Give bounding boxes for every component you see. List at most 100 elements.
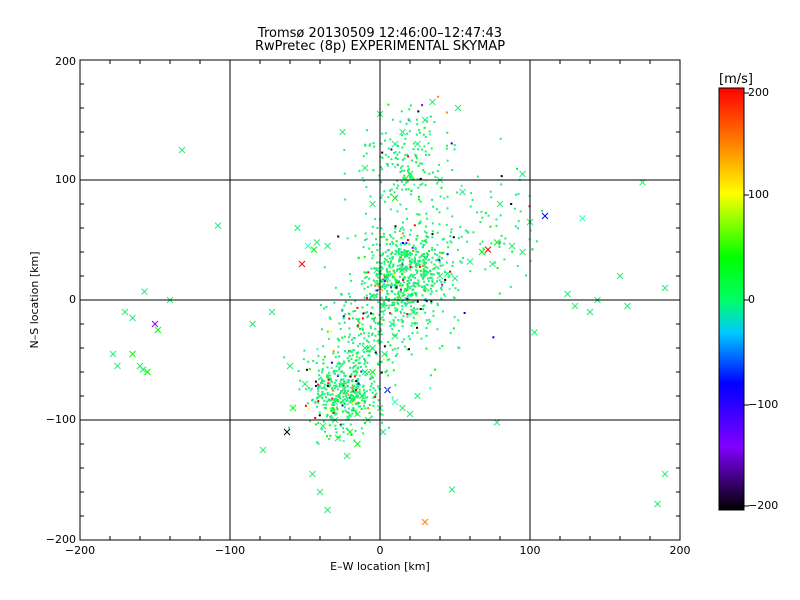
data-point-dot	[380, 236, 383, 238]
data-point-dot	[369, 325, 372, 328]
data-point-dot	[386, 292, 389, 295]
data-point-cross	[429, 98, 436, 106]
data-point-dot	[423, 263, 426, 266]
data-point-dot	[352, 407, 355, 410]
data-point-dot	[440, 287, 442, 290]
data-point-dot	[344, 313, 347, 316]
data-point-dot	[364, 276, 367, 279]
data-point-cross	[489, 260, 496, 268]
data-point-dot	[380, 273, 383, 275]
data-point-dot	[410, 253, 413, 256]
data-point-dot	[361, 327, 364, 330]
data-point-dot	[358, 388, 361, 391]
data-point-dot	[323, 406, 326, 409]
data-point-dot	[362, 432, 365, 435]
data-point-dot	[402, 315, 405, 318]
data-point-dot	[361, 396, 364, 399]
data-point-dot	[396, 158, 399, 160]
data-point-dot	[401, 188, 404, 191]
data-point-dot	[436, 259, 439, 262]
data-point-dot	[348, 350, 351, 353]
data-point-dot	[396, 163, 399, 166]
data-point-dot	[439, 195, 442, 198]
data-point-dot	[457, 289, 460, 292]
data-point-dot	[358, 390, 361, 393]
data-point-dot	[407, 155, 410, 158]
data-point-dot	[394, 309, 397, 312]
data-point-dot	[376, 340, 379, 343]
data-point-dot	[387, 307, 390, 309]
data-point-dot	[346, 352, 349, 355]
data-point-dot	[422, 308, 425, 311]
data-point-dot	[347, 340, 350, 343]
data-point-dot	[363, 357, 365, 360]
data-point-dot	[405, 290, 407, 293]
data-point-dot	[429, 115, 432, 118]
data-point-dot	[386, 273, 389, 276]
data-point-dot	[381, 168, 384, 171]
data-point-dot	[394, 249, 397, 252]
data-point-dot	[447, 246, 450, 249]
data-point-dot	[390, 148, 393, 151]
data-point-dot	[326, 374, 329, 377]
data-point-cross	[361, 344, 369, 352]
data-point-dot	[372, 376, 375, 379]
x-tick-label: −200	[65, 544, 95, 557]
data-point-cross	[249, 320, 256, 328]
x-tick-label: 0	[377, 544, 384, 557]
data-point-dot	[403, 302, 406, 305]
data-point-dot	[360, 408, 363, 410]
data-point-dot	[441, 257, 443, 260]
data-point-dot	[346, 357, 349, 360]
data-point-dot	[387, 164, 389, 167]
data-point-dot	[448, 287, 451, 290]
data-point-dot	[409, 266, 412, 269]
data-point-dot	[339, 383, 341, 386]
data-point-dot	[417, 164, 420, 167]
data-point-dot	[371, 232, 374, 235]
data-point-dot	[375, 238, 377, 241]
data-point-dot	[361, 355, 364, 358]
data-point-dot	[363, 296, 366, 299]
data-point-dot	[399, 203, 402, 206]
data-point-dot	[363, 332, 365, 335]
data-point-dot	[424, 311, 427, 314]
data-point-dot	[342, 427, 345, 430]
data-point-cross	[310, 246, 318, 253]
data-point-dot	[463, 312, 466, 314]
data-point-dot	[350, 373, 353, 376]
data-point-dot	[370, 296, 373, 298]
data-point-dot	[388, 263, 391, 266]
data-point-dot	[441, 238, 444, 241]
data-point-dot	[381, 303, 384, 306]
data-point-dot	[410, 174, 413, 176]
data-point-dot	[381, 286, 384, 289]
data-point-dot	[380, 341, 383, 344]
data-point-dot	[376, 282, 379, 285]
data-point-dot	[375, 274, 378, 277]
data-point-dot	[420, 285, 423, 288]
data-point-dot	[383, 257, 386, 260]
data-point-dot	[366, 339, 369, 342]
data-point-dot	[421, 246, 424, 249]
data-point-cross	[421, 518, 429, 526]
data-point-dot	[368, 247, 371, 250]
data-point-dot	[338, 436, 341, 438]
data-point-dot	[413, 224, 416, 227]
data-point-dot	[326, 376, 329, 379]
colorbar: [m/s] 200 100 0 −100 −200	[718, 72, 778, 512]
data-point-dot	[374, 394, 377, 396]
data-point-dot	[393, 323, 396, 326]
data-point-dot	[410, 324, 413, 327]
data-point-dot	[397, 144, 400, 147]
data-point-dot	[334, 412, 337, 415]
data-point-dot	[411, 159, 413, 162]
data-point-dot	[353, 396, 356, 399]
data-point-dot	[342, 440, 345, 443]
data-point-dot	[400, 266, 403, 269]
data-point-dot	[396, 179, 399, 182]
data-point-dot	[424, 239, 427, 242]
data-point-dot	[417, 279, 420, 282]
data-point-dot	[329, 399, 331, 402]
data-point-dot	[406, 132, 409, 135]
